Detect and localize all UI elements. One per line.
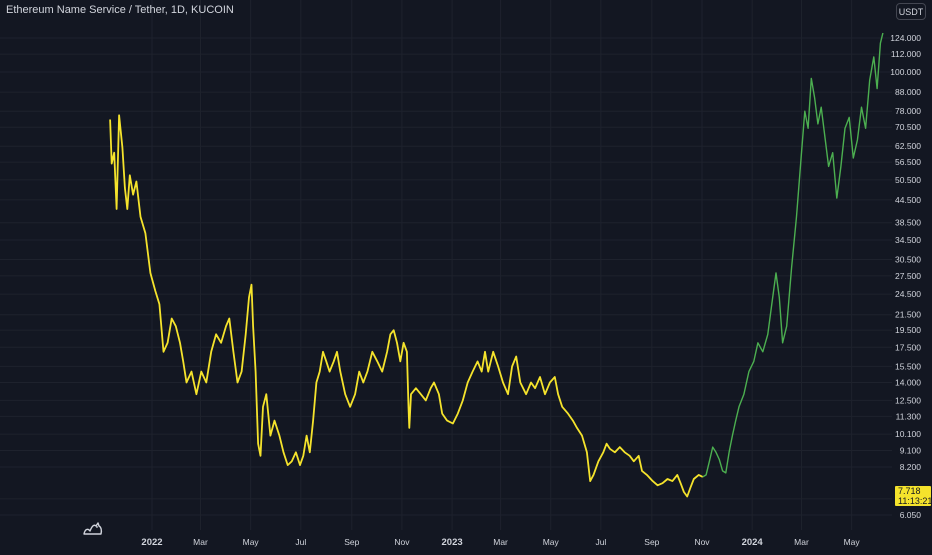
x-tick-label: Mar: [794, 537, 809, 547]
x-tick-label: Mar: [493, 537, 508, 547]
bar-countdown: 11:13:21: [898, 496, 932, 506]
last-price-value: 7.718: [898, 486, 921, 496]
y-tick-label: 15.500: [895, 361, 921, 371]
y-tick-label: 34.500: [895, 235, 921, 245]
y-tick-label: 24.500: [895, 289, 921, 299]
y-tick-label: 6.050: [900, 510, 922, 520]
x-tick-label: 2022: [141, 537, 162, 548]
y-tick-label: 112.000: [891, 49, 921, 59]
y-tick-label: 9.100: [900, 446, 922, 456]
x-tick-label: Sep: [344, 537, 359, 547]
price-series-line-2: [702, 32, 884, 478]
x-tick-label: Mar: [193, 537, 208, 547]
y-tick-label: 11.300: [896, 411, 922, 421]
y-tick-label: 124.000: [890, 33, 921, 43]
y-tick-label: 70.500: [895, 122, 921, 132]
y-tick-label: 88.000: [895, 87, 921, 97]
x-tick-label: May: [844, 537, 861, 547]
last-price-tag: 7.718 11:13:21: [895, 486, 932, 506]
x-tick-label: 2023: [442, 537, 463, 548]
y-tick-label: 12.500: [895, 395, 921, 405]
y-tick-label: 78.000: [895, 106, 921, 116]
x-tick-label: Sep: [644, 537, 659, 547]
x-tick-label: Nov: [394, 537, 410, 547]
x-tick-label: May: [543, 537, 560, 547]
y-tick-label: 100.000: [890, 67, 921, 77]
x-tick-label: Jul: [595, 537, 606, 547]
currency-button[interactable]: USDT: [896, 3, 926, 20]
price-series-line-1: [109, 114, 704, 498]
tradingview-logo-icon[interactable]: [82, 520, 104, 541]
x-tick-label: Jul: [295, 537, 306, 547]
y-tick-label: 30.500: [895, 255, 921, 265]
x-tick-label: Nov: [694, 537, 710, 547]
y-tick-label: 44.500: [895, 195, 921, 205]
y-tick-label: 27.500: [895, 271, 921, 281]
y-tick-label: 50.500: [895, 175, 921, 185]
y-tick-label: 8.200: [900, 462, 922, 472]
y-tick-label: 21.500: [895, 310, 921, 320]
y-tick-label: 10.100: [895, 429, 921, 439]
y-tick-label: 19.500: [895, 325, 921, 335]
y-tick-label: 62.500: [895, 141, 921, 151]
y-tick-label: 17.500: [895, 342, 921, 352]
y-tick-label: 56.500: [895, 157, 921, 167]
x-tick-label: May: [243, 537, 260, 547]
x-tick-label: 2024: [742, 537, 764, 548]
y-tick-label: 14.000: [895, 377, 921, 387]
y-tick-label: 38.500: [895, 218, 921, 228]
chart-title: Ethereum Name Service / Tether, 1D, KUCO…: [6, 4, 234, 16]
